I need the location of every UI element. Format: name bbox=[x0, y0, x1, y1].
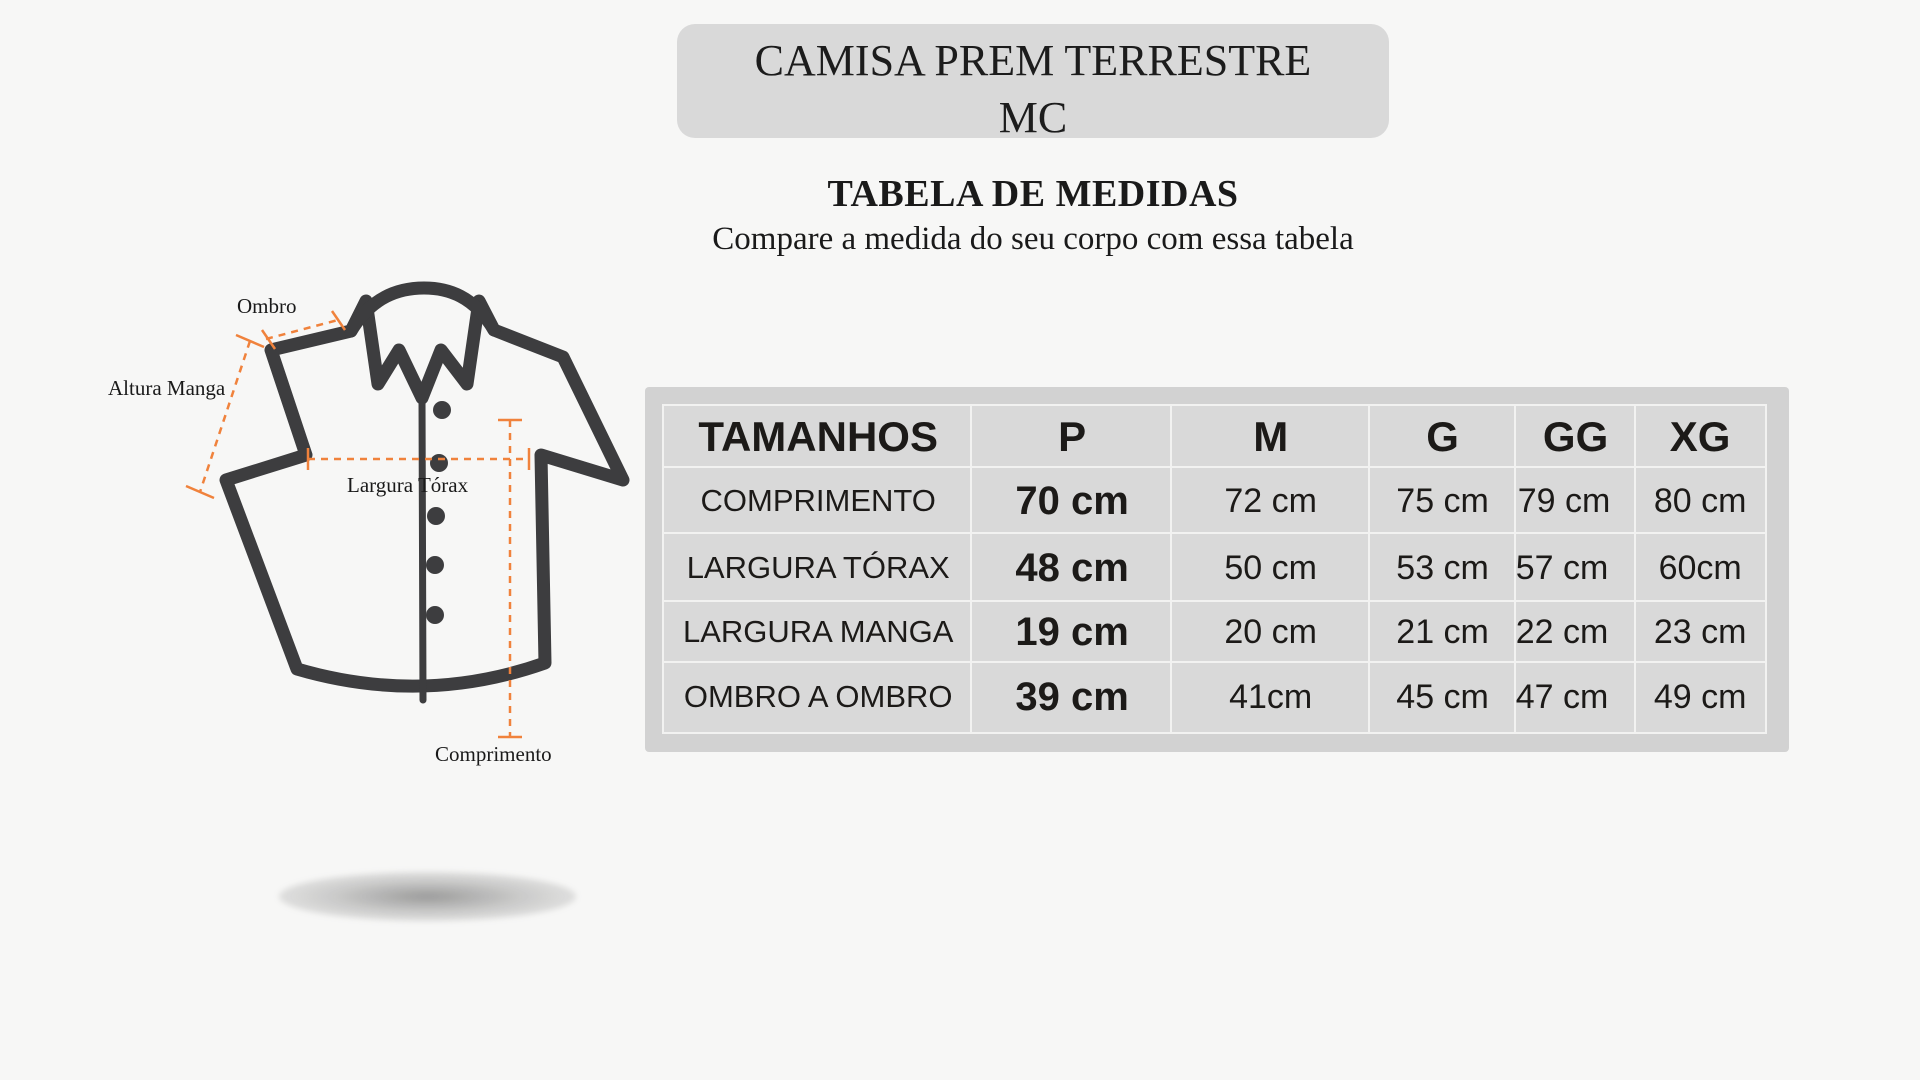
svg-text:Ombro: Ombro bbox=[237, 294, 297, 318]
svg-text:Largura Tórax: Largura Tórax bbox=[347, 473, 469, 497]
svg-text:Altura Manga: Altura Manga bbox=[108, 376, 226, 400]
svg-text:Comprimento: Comprimento bbox=[435, 742, 552, 766]
